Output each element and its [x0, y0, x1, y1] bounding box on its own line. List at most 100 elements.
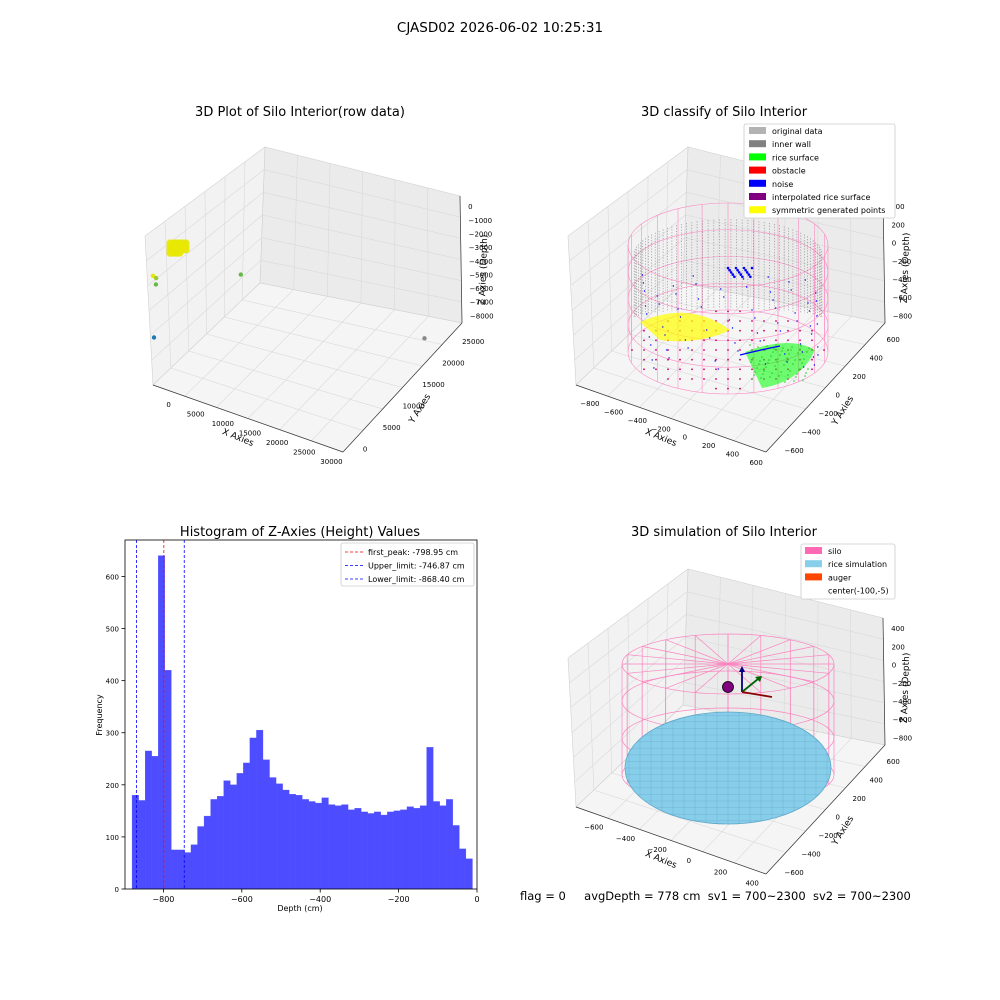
- noise-point: [729, 271, 733, 274]
- noise-point: [749, 275, 752, 279]
- z-tick-label: 200: [891, 643, 904, 651]
- noise-point: [714, 360, 716, 362]
- interpolated-point: [775, 339, 777, 342]
- interpolated-point: [703, 368, 705, 371]
- interpolated-point: [787, 329, 789, 332]
- chart-title-raw: 3D Plot of Silo Interior(row data): [195, 105, 405, 120]
- panel-raw-data-3d: 3D Plot of Silo Interior(row data) 0 5000…: [144, 105, 494, 466]
- sv2-text: sv2 = 700~2300: [812, 889, 911, 903]
- rice-surface-point: [760, 377, 762, 379]
- rice-surface-point: [757, 346, 759, 348]
- histogram-bar: [217, 796, 224, 890]
- histogram-bar: [452, 825, 460, 890]
- z-tick-label: −600: [893, 716, 912, 724]
- grid-line: [264, 169, 461, 218]
- z-tick-label: −1000: [468, 217, 492, 225]
- noise-point: [777, 322, 779, 324]
- interpolated-point: [691, 349, 693, 351]
- noise-point: [700, 306, 702, 308]
- noise-point: [756, 332, 759, 334]
- histogram-bar: [197, 826, 205, 890]
- y-tick-label: 25000: [462, 338, 484, 346]
- y-tick-label: −200: [819, 832, 838, 840]
- legend-swatch: [749, 153, 766, 161]
- rice-surface-point: [779, 354, 781, 356]
- noise-point: [741, 275, 744, 279]
- y-axis-line: [342, 322, 463, 453]
- rice-surface-point: [770, 355, 772, 357]
- rice-surface-point: [762, 373, 764, 375]
- noise-point: [809, 325, 812, 327]
- legend-label: Lower_limit: -868.40 cm: [368, 575, 465, 584]
- interpolated-point: [763, 320, 765, 322]
- noise-points: [641, 266, 819, 370]
- histogram-bar: [171, 849, 179, 890]
- noise-point: [816, 315, 818, 317]
- noise-point: [803, 366, 805, 368]
- silo-roof-spoke: [642, 646, 729, 665]
- auger-marker: [722, 681, 734, 693]
- data-point: [150, 273, 156, 278]
- data-point: [238, 272, 243, 277]
- histogram-bar: [459, 848, 467, 890]
- rice-surface-point: [795, 376, 797, 378]
- noise-point: [745, 286, 748, 288]
- silo-roof-spoke: [665, 663, 729, 689]
- chart-title-histogram: Histogram of Z-Axies (Height) Values: [180, 525, 420, 540]
- z-tick-label: 0: [892, 240, 896, 248]
- z-tick-label: −6000: [469, 285, 493, 293]
- y-tick-label: 500: [106, 626, 119, 634]
- histogram-bar: [282, 789, 290, 890]
- rice-surface-point: [752, 357, 754, 359]
- rice-surface-point: [784, 381, 786, 383]
- interpolated-point: [811, 358, 813, 361]
- legend-histogram: first_peak: -798.95 cm Upper_limit: -746.…: [340, 542, 475, 587]
- rice-surface-point: [798, 369, 800, 371]
- x-tick-label: 20000: [266, 439, 288, 447]
- rice-surface-point: [791, 346, 793, 348]
- y-axis-label-histogram: Frequency: [95, 694, 104, 736]
- rice-surface-point: [787, 374, 789, 376]
- legend-swatch: [805, 547, 822, 554]
- interpolated-point: [763, 329, 765, 332]
- noise-point: [650, 344, 652, 346]
- grid-line: [665, 299, 866, 345]
- noise-point: [666, 349, 668, 351]
- center-axis-y: [741, 678, 759, 693]
- interpolated-point: [715, 368, 717, 371]
- noise-point: [651, 359, 653, 361]
- x-tick-label: 200: [702, 442, 715, 450]
- noise-point: [653, 367, 655, 369]
- x-tick-label: 0: [474, 895, 479, 904]
- noise-point: [734, 342, 736, 344]
- noise-point: [646, 313, 648, 315]
- noise-point: [677, 308, 679, 310]
- legend-label: interpolated rice surface: [772, 193, 870, 202]
- histogram-bar: [203, 815, 211, 890]
- noise-point: [664, 334, 666, 336]
- noise-point: [799, 343, 802, 345]
- data-point: [153, 275, 159, 281]
- y-tick-label: 200: [106, 782, 119, 790]
- noise-point: [720, 288, 722, 290]
- interpolated-point: [691, 358, 693, 361]
- rice-surface-point: [766, 345, 768, 347]
- interpolated-point: [703, 349, 705, 351]
- noise-point: [731, 273, 735, 276]
- interpolated-point: [715, 378, 717, 380]
- noise-point: [687, 347, 689, 349]
- x-tick-label: 0: [687, 857, 691, 865]
- histogram-bar: [151, 756, 159, 890]
- noise-point: [801, 351, 803, 353]
- z-axis-label-raw: Z Axies (Depth): [478, 235, 490, 306]
- interpolated-point: [739, 329, 741, 332]
- legend-swatch: [749, 179, 766, 187]
- noise-point: [709, 337, 711, 339]
- interpolated-point: [799, 339, 801, 342]
- noise-point: [751, 309, 753, 311]
- rice-surface-point: [777, 358, 779, 360]
- rice-surface-point: [756, 367, 758, 369]
- noise-point: [786, 361, 788, 363]
- axis-lines: [152, 195, 463, 453]
- center-axis-z-head: [739, 666, 745, 672]
